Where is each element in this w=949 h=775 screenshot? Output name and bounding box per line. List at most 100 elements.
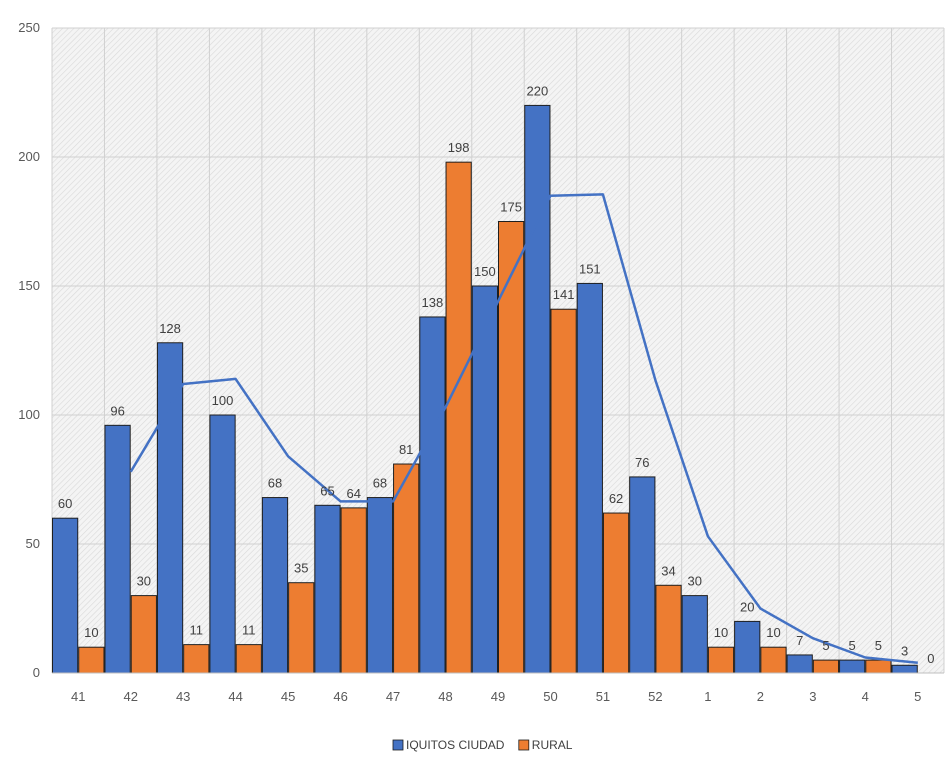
- bar-iquitos: [681, 595, 708, 674]
- data-label: 34: [661, 563, 675, 578]
- data-label: 64: [346, 486, 360, 501]
- data-label: 68: [373, 476, 387, 491]
- bar-iquitos: [629, 476, 656, 674]
- data-label: 128: [159, 321, 181, 336]
- bar-iquitos: [419, 316, 446, 674]
- y-tick-label: 150: [18, 278, 40, 293]
- x-tick-label: 3: [809, 689, 816, 704]
- data-label: 3: [901, 643, 908, 658]
- data-label: 141: [553, 287, 575, 302]
- data-label: 220: [527, 83, 549, 98]
- data-label: 11: [190, 623, 204, 638]
- x-tick-label: 2: [757, 689, 764, 704]
- data-label: 5: [875, 638, 882, 653]
- legend-swatch: [392, 739, 404, 751]
- bar-rural: [393, 463, 420, 674]
- bar-rural: [130, 595, 157, 674]
- y-tick-label: 250: [18, 20, 40, 35]
- x-tick-label: 51: [596, 689, 610, 704]
- x-tick-label: 42: [123, 689, 137, 704]
- data-label: 76: [635, 455, 649, 470]
- data-label: 81: [399, 442, 413, 457]
- x-tick-label: 44: [228, 689, 242, 704]
- bar-rural: [812, 659, 840, 674]
- bar-rural: [760, 646, 787, 674]
- legend-label: IQUITOS CIUDAD: [406, 738, 505, 752]
- data-label: 62: [609, 491, 623, 506]
- x-axis: 41 42 43 44 45 46 47 48 49 50 51 52 1 2 3 4 5: [52, 672, 944, 704]
- data-label: 0: [927, 651, 934, 666]
- data-label: 35: [294, 561, 308, 576]
- legend-swatch: [518, 739, 530, 751]
- legend: IQUITOS CIUDAD RURAL: [392, 738, 573, 752]
- data-label: 20: [740, 599, 754, 614]
- bar-rural: [445, 161, 472, 674]
- x-tick-label: 41: [71, 689, 85, 704]
- data-label: 96: [110, 403, 124, 418]
- x-tick-label: 47: [386, 689, 400, 704]
- bar-rural: [498, 221, 525, 674]
- data-label: 138: [422, 295, 444, 310]
- x-tick-label: 49: [491, 689, 505, 704]
- y-tick-label: 50: [26, 536, 40, 551]
- legend-label: RURAL: [532, 738, 573, 752]
- bars: [52, 104, 918, 674]
- bar-rural: [550, 308, 577, 674]
- trendline: [129, 193, 918, 664]
- bar-rural: [602, 512, 630, 674]
- data-label: 30: [137, 574, 151, 589]
- trendline-path: [129, 193, 918, 664]
- bar-iquitos: [52, 517, 79, 674]
- data-label: 150: [474, 264, 496, 279]
- bar-iquitos: [156, 342, 184, 674]
- data-label: 11: [242, 623, 256, 638]
- y-tick-label: 0: [33, 665, 40, 680]
- x-tick-label: 5: [914, 689, 921, 704]
- y-tick-label: 200: [18, 149, 40, 164]
- x-tick-label: 48: [438, 689, 452, 704]
- x-tick-label: 43: [176, 689, 190, 704]
- bar-iquitos: [314, 504, 341, 674]
- bar-rural: [865, 659, 892, 674]
- data-label: 60: [58, 496, 72, 511]
- data-label: 7: [796, 633, 803, 648]
- x-tick-label: 46: [333, 689, 347, 704]
- bar-iquitos: [366, 497, 394, 674]
- data-label: 151: [579, 261, 601, 276]
- x-tick-label: 52: [648, 689, 662, 704]
- bar-iquitos: [839, 659, 866, 674]
- x-tick-label: 50: [543, 689, 557, 704]
- data-label: 5: [849, 638, 856, 653]
- bar-iquitos: [524, 104, 551, 674]
- data-label: 5: [822, 638, 829, 653]
- y-tick-label: 100: [18, 407, 40, 422]
- bar-iquitos: [261, 497, 289, 674]
- bar-iquitos: [734, 620, 761, 674]
- bar-rural: [78, 646, 105, 674]
- data-label: 10: [84, 625, 98, 640]
- bar-iquitos: [576, 282, 603, 674]
- data-label: 68: [268, 476, 282, 491]
- bar-iquitos: [209, 414, 236, 674]
- bar-rural: [183, 644, 210, 674]
- data-label: 30: [688, 574, 702, 589]
- y-axis: 0 50 100 150 200 250: [18, 20, 40, 680]
- bar-rural: [235, 644, 262, 674]
- data-label: 175: [500, 200, 522, 215]
- data-label: 100: [212, 393, 234, 408]
- bar-rural: [340, 507, 367, 674]
- bar-iquitos: [786, 654, 813, 674]
- data-label: 198: [448, 140, 470, 155]
- data-label: 10: [714, 625, 728, 640]
- bar-rural: [655, 584, 682, 674]
- bar-rural: [707, 646, 735, 674]
- data-label: 65: [320, 483, 334, 498]
- bar-rural: [288, 582, 315, 674]
- bar-iquitos: [891, 664, 918, 674]
- bar-iquitos: [104, 424, 131, 674]
- bar-iquitos: [471, 285, 499, 674]
- x-tick-label: 45: [281, 689, 295, 704]
